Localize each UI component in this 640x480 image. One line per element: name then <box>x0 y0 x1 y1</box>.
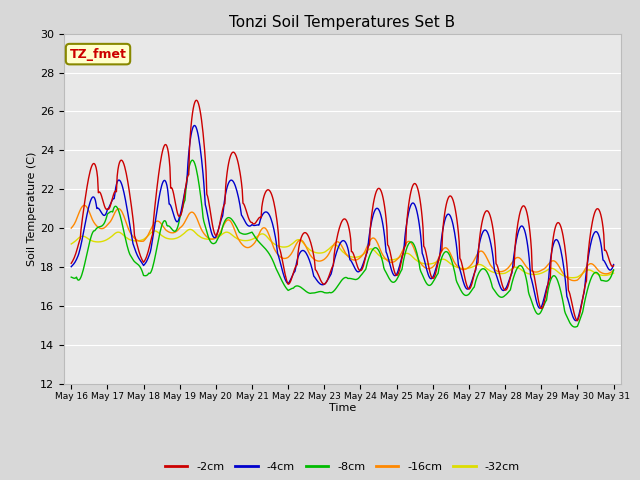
Line: -32cm: -32cm <box>71 229 614 278</box>
-4cm <box>561 271 568 277</box>
-2cm <box>610 263 618 269</box>
-32cm <box>335 244 342 250</box>
-16cm <box>211 236 218 241</box>
-2cm <box>441 209 449 215</box>
Line: -16cm: -16cm <box>71 205 614 281</box>
-2cm <box>193 97 200 103</box>
-32cm <box>388 257 396 263</box>
Legend: -2cm, -4cm, -8cm, -16cm, -32cm: -2cm, -4cm, -8cm, -16cm, -32cm <box>161 457 524 477</box>
-32cm <box>568 275 576 281</box>
-2cm <box>335 228 342 234</box>
-8cm <box>610 267 618 273</box>
-16cm <box>67 225 75 231</box>
-16cm <box>610 267 618 273</box>
-4cm <box>610 262 618 267</box>
Line: -8cm: -8cm <box>71 160 614 327</box>
-2cm <box>211 230 218 236</box>
-8cm <box>186 160 194 166</box>
-4cm <box>335 244 342 250</box>
-16cm <box>571 278 579 284</box>
-8cm <box>388 278 396 284</box>
-2cm <box>67 261 75 266</box>
-4cm <box>211 235 218 240</box>
-32cm <box>187 227 195 232</box>
Line: -2cm: -2cm <box>71 100 614 321</box>
-32cm <box>610 270 618 276</box>
-16cm <box>561 272 568 278</box>
-16cm <box>388 260 396 265</box>
-4cm <box>388 267 396 273</box>
-32cm <box>186 227 194 232</box>
-8cm <box>67 274 75 280</box>
-16cm <box>187 209 195 215</box>
X-axis label: Time: Time <box>329 403 356 413</box>
-4cm <box>572 318 580 324</box>
Title: Tonzi Soil Temperatures Set B: Tonzi Soil Temperatures Set B <box>229 15 456 30</box>
-8cm <box>335 282 342 288</box>
-16cm <box>335 239 342 245</box>
-4cm <box>191 122 198 128</box>
Text: TZ_fmet: TZ_fmet <box>70 48 127 60</box>
-4cm <box>441 217 449 223</box>
-2cm <box>186 133 194 139</box>
Line: -4cm: -4cm <box>71 125 614 321</box>
-32cm <box>211 236 218 241</box>
-4cm <box>186 137 194 143</box>
-8cm <box>441 249 449 255</box>
-16cm <box>80 203 88 208</box>
-2cm <box>573 318 581 324</box>
-32cm <box>441 257 449 263</box>
-8cm <box>572 324 579 330</box>
-8cm <box>561 308 568 314</box>
Y-axis label: Soil Temperature (C): Soil Temperature (C) <box>28 152 37 266</box>
-32cm <box>561 274 568 279</box>
-4cm <box>67 264 75 270</box>
-16cm <box>441 245 449 251</box>
-2cm <box>561 242 568 248</box>
-8cm <box>189 157 196 163</box>
-8cm <box>211 240 218 246</box>
-32cm <box>67 241 75 247</box>
-2cm <box>388 255 396 261</box>
